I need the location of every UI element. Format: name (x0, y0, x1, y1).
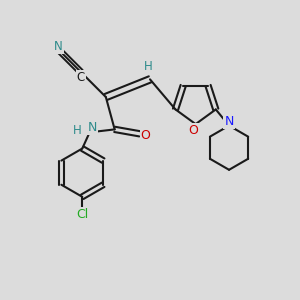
Text: H: H (73, 124, 82, 137)
Text: Cl: Cl (76, 208, 88, 221)
Text: N: N (88, 121, 97, 134)
Text: O: O (141, 129, 151, 142)
Text: N: N (224, 115, 234, 128)
Text: O: O (188, 124, 198, 137)
Text: C: C (77, 71, 85, 84)
Text: N: N (54, 40, 63, 52)
Text: H: H (144, 60, 153, 73)
